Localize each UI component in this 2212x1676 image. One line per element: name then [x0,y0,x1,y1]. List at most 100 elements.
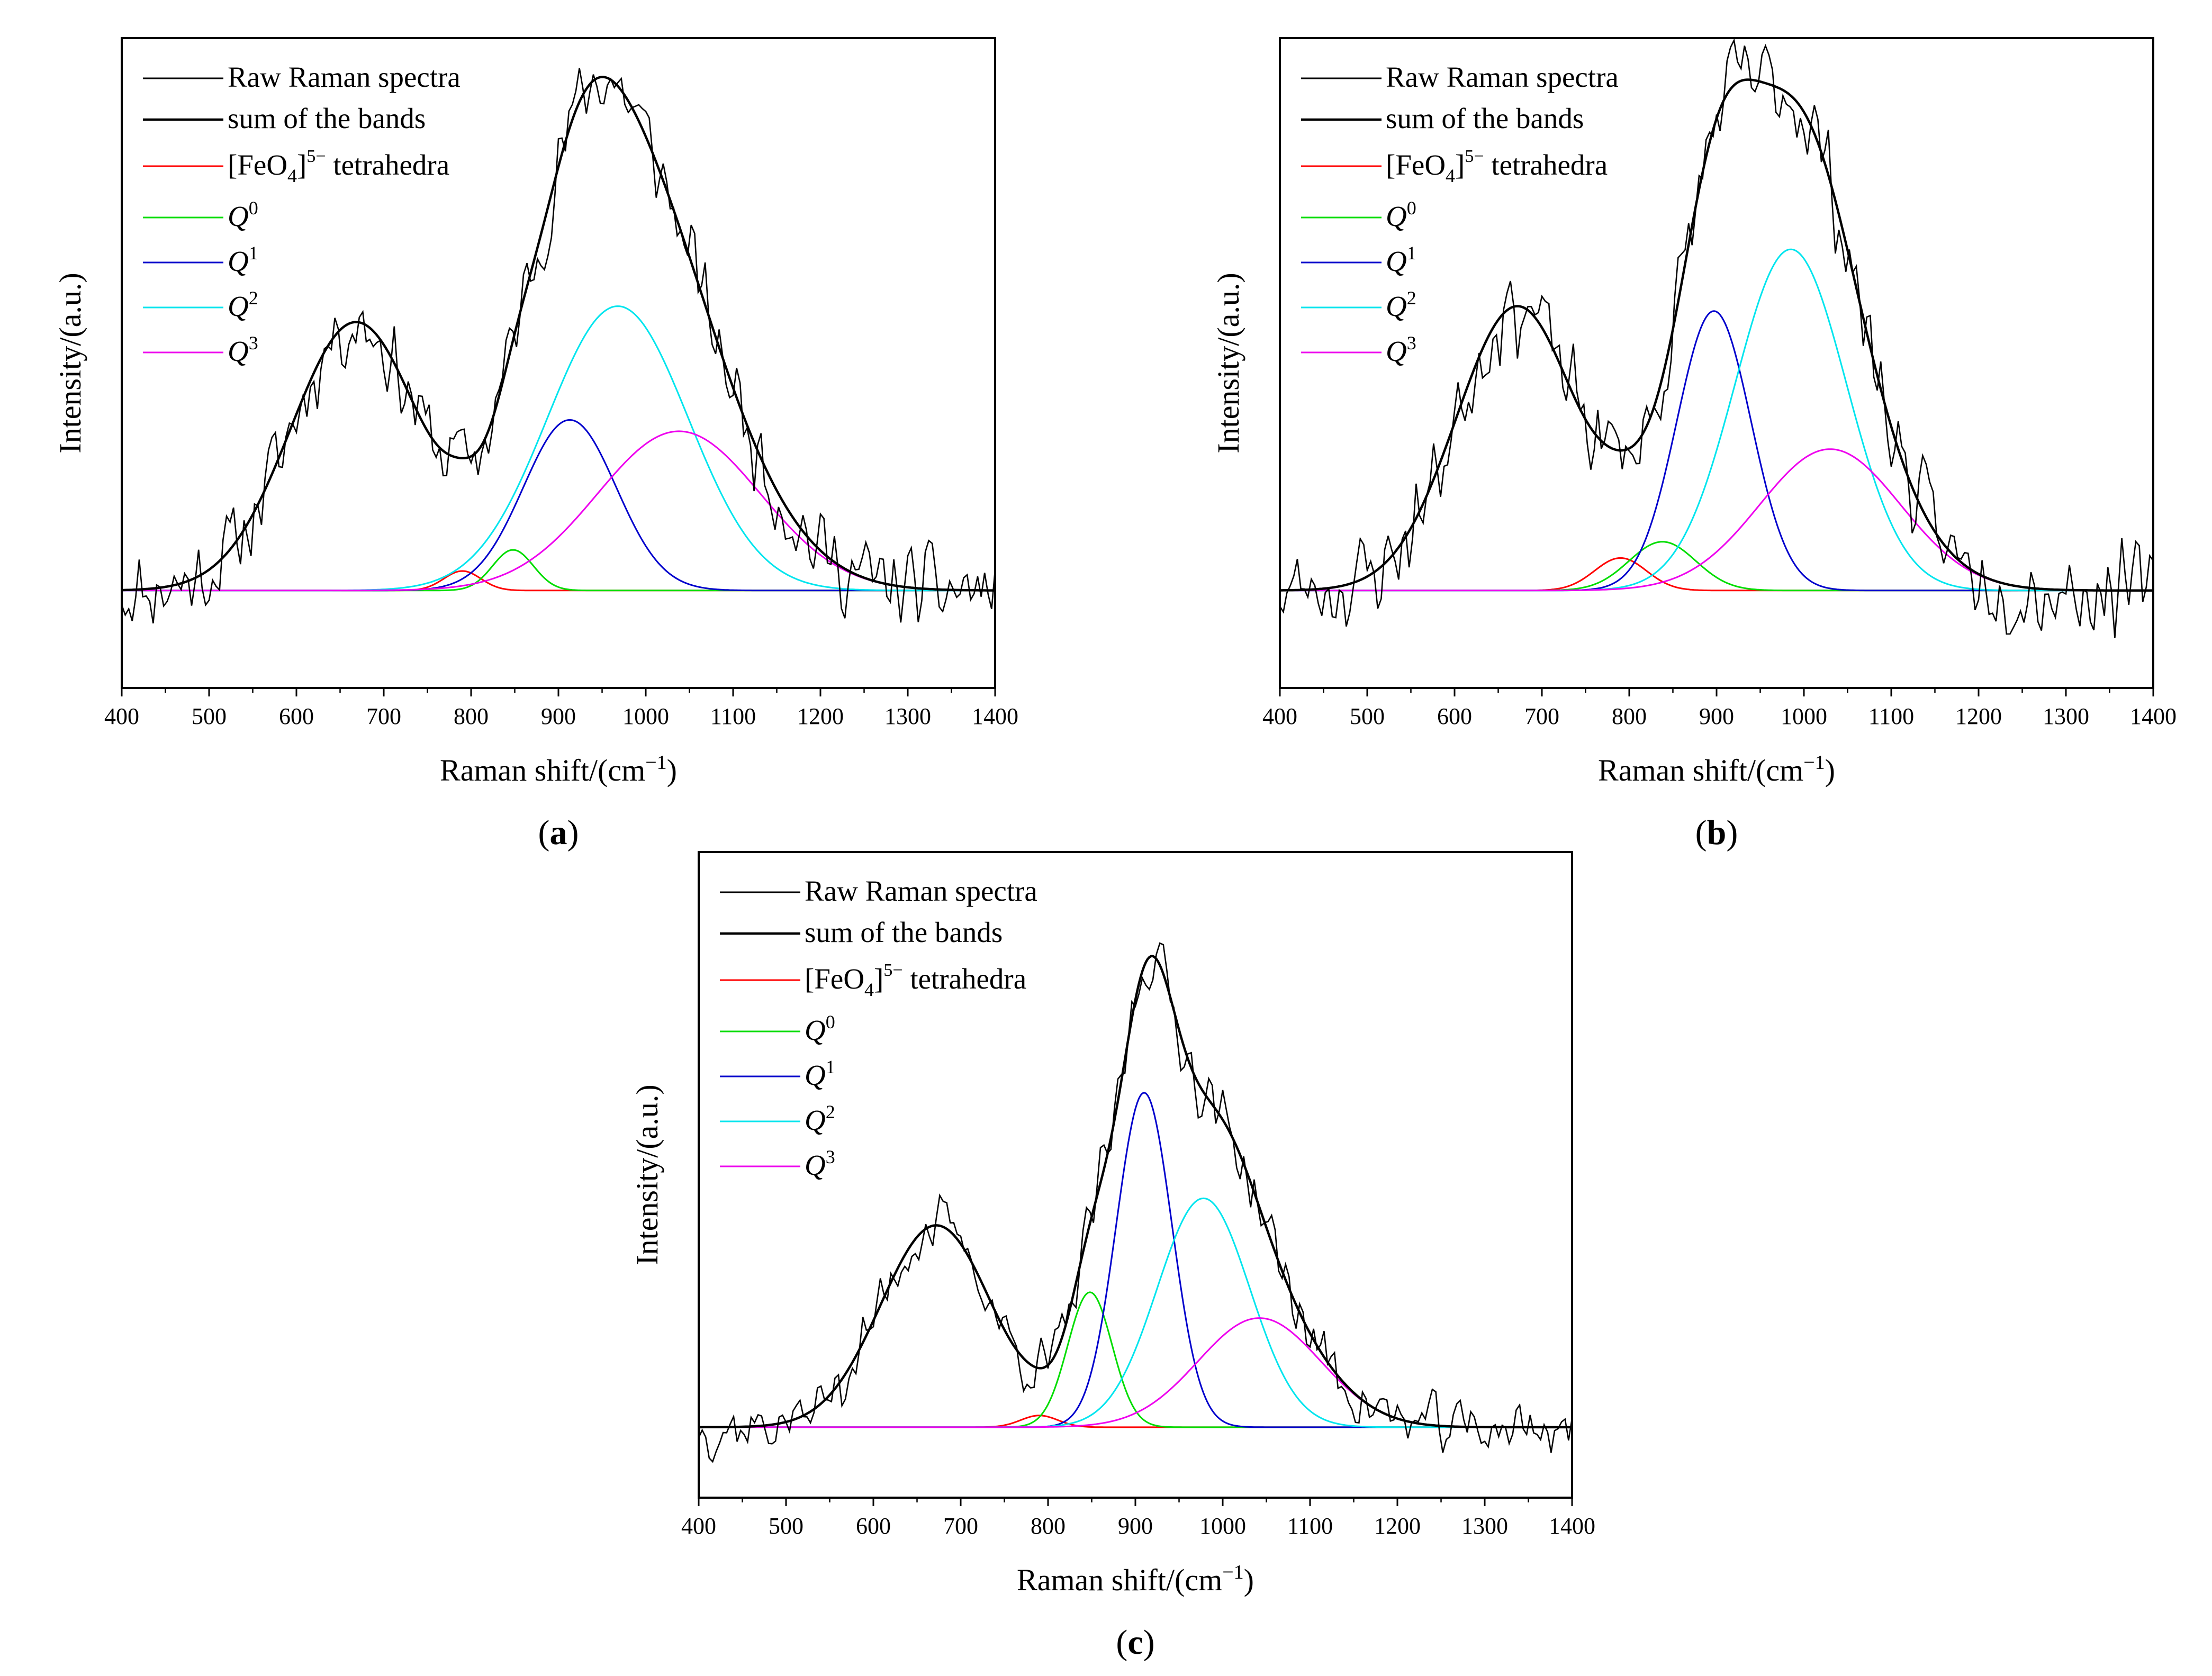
series-q0 [122,549,995,592]
chart-panel-a: 400 500 600 700 800 900 1000 1100 1200 1300 1400 Ra… [53,37,1018,852]
legend-label: Q1 [228,242,258,277]
x-tick-label: 1100 [1868,703,1914,729]
x-tick-label: 1300 [2043,703,2089,729]
series-q3 [1280,448,2153,592]
panel-label: (b) [1695,813,1738,852]
legend-item-4: Q1 [143,242,258,277]
y-axis-title: Intensity/(a.u.) [53,273,87,453]
legend-label: Q1 [805,1056,835,1091]
x-tick-label: 900 [1699,703,1734,729]
x-tick-label: 1000 [622,703,669,729]
x-tick-label: 800 [1031,1513,1066,1539]
legend-label: Q3 [228,332,258,367]
x-tick-label: 800 [454,703,489,729]
legend-label: Q0 [228,197,258,232]
legend-item-2: [FeO4]5− tetrahedra [720,961,1026,1000]
series--feo4-5-tetrahedra [1280,557,2153,592]
legend-item-1: sum of the bands [1301,102,1584,134]
x-tick-label: 900 [541,703,576,729]
chart-panel-c: 400 500 600 700 800 900 1000 1100 1200 1300 1400 Ra… [630,851,1595,1662]
plot-area [122,68,995,624]
legend-item-1: sum of the bands [720,916,1003,948]
legend-item-0: Raw Raman spectra [720,875,1037,907]
series-q0 [699,1291,1572,1428]
x-axis-title: Raman shift/(cm−1) [1017,1561,1254,1597]
legend-item-6: Q3 [720,1146,835,1181]
legend-item-0: Raw Raman spectra [143,61,461,93]
series-raw-raman-spectra [1280,38,2153,638]
legend-item-4: Q1 [720,1056,835,1091]
x-tick-label: 900 [1118,1513,1153,1539]
x-tick-label: 1400 [2130,703,2177,729]
legend-item-3: Q0 [1301,197,1416,232]
plot-area [1280,38,2153,638]
legend-item-6: Q3 [143,332,258,367]
legend-label: Q2 [1386,287,1416,322]
series-sum-of-the-bands [699,955,1572,1429]
legend-label: Q0 [805,1011,835,1046]
series-raw-raman-spectra [122,68,995,624]
x-axis-title: Raman shift/(cm−1) [440,751,677,787]
legend-item-1: sum of the bands [143,102,426,134]
x-tick-label: 600 [279,703,314,729]
legend-label: sum of the bands [1386,102,1584,134]
x-tick-label: 700 [943,1513,978,1539]
legend-item-5: Q2 [143,287,258,322]
x-tick-label: 1100 [710,703,756,729]
x-tick-label: 1200 [1955,703,2002,729]
series-raw-raman-spectra [699,942,1572,1463]
x-tick-label: 600 [1437,703,1472,729]
series-q2 [699,1197,1572,1428]
legend-label: [FeO4]5− tetrahedra [805,961,1026,1000]
x-tick-label: 600 [856,1513,891,1539]
panel-label: (c) [1116,1623,1154,1662]
legend-item-2: [FeO4]5− tetrahedra [1301,147,1608,186]
legend-label: sum of the bands [228,102,426,134]
legend-label: Q1 [1386,242,1416,277]
plot-area [699,942,1572,1463]
series-sum-of-the-bands [1280,78,2153,592]
legend-label: Q0 [1386,197,1416,232]
series-q3 [122,430,995,592]
x-tick-label: 1000 [1781,703,1827,729]
x-tick-label: 1000 [1199,1513,1246,1539]
legend-item-0: Raw Raman spectra [1301,61,1619,93]
series-q1 [699,1092,1572,1428]
legend-label: Raw Raman spectra [1386,61,1619,93]
chart-panel-b: 400 500 600 700 800 900 1000 1100 1200 1300 1400 Ra… [1211,37,2177,852]
y-axis-title: Intensity/(a.u.) [630,1084,664,1265]
legend-item-6: Q3 [1301,332,1416,367]
legend-item-5: Q2 [720,1101,835,1136]
legend-item-5: Q2 [1301,287,1416,322]
legend-label: Raw Raman spectra [228,61,461,93]
legend-label: Raw Raman spectra [805,875,1037,907]
legend-label: sum of the bands [805,916,1003,948]
legend-item-3: Q0 [720,1011,835,1046]
x-tick-label: 1200 [797,703,844,729]
x-axis-title: Raman shift/(cm−1) [1598,751,1835,787]
y-axis-title: Intensity/(a.u.) [1211,273,1245,453]
series-sum-of-the-bands [122,76,995,592]
x-tick-label: 1400 [972,703,1018,729]
legend-label: Q2 [228,287,258,322]
x-tick-label: 500 [1350,703,1385,729]
x-tick-label: 700 [1524,703,1559,729]
x-tick-label: 700 [366,703,401,729]
x-tick-label: 1300 [1461,1513,1508,1539]
legend-label: [FeO4]5− tetrahedra [228,147,449,186]
x-tick-label: 400 [681,1513,716,1539]
legend-label: [FeO4]5− tetrahedra [1386,147,1608,186]
panel-label: (a) [538,813,579,852]
legend-item-3: Q0 [143,197,258,232]
x-tick-label: 500 [769,1513,803,1539]
legend-item-4: Q1 [1301,242,1416,277]
x-tick-label: 1200 [1374,1513,1421,1539]
legend-item-2: [FeO4]5− tetrahedra [143,147,449,186]
legend-label: Q3 [1386,332,1416,367]
x-tick-label: 800 [1612,703,1647,729]
x-tick-label: 1300 [884,703,931,729]
series-q1 [122,419,995,592]
x-tick-label: 1100 [1287,1513,1333,1539]
x-tick-label: 400 [104,703,139,729]
